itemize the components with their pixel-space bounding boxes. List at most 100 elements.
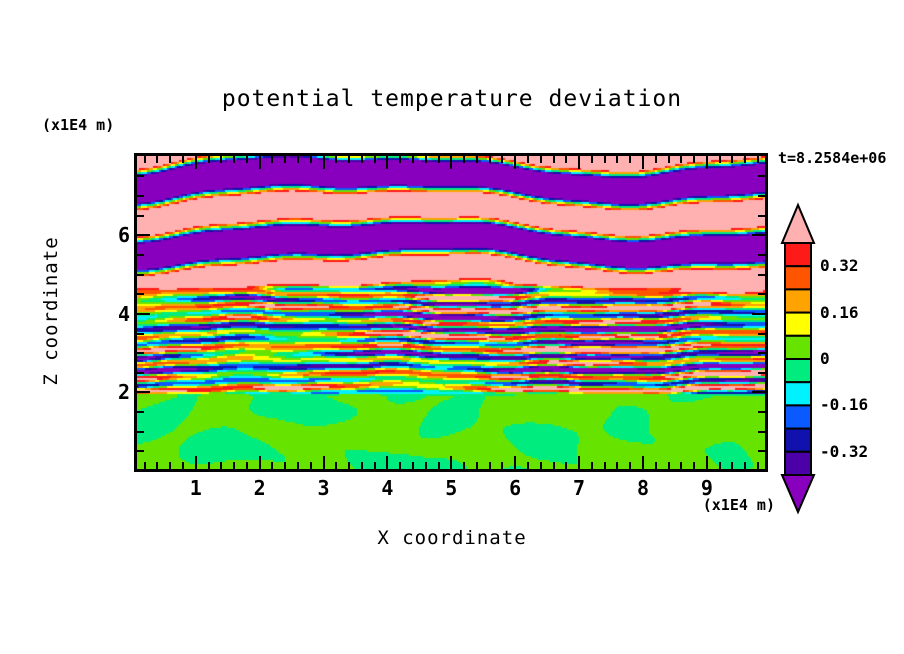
tick-mark	[137, 175, 144, 177]
tick-mark	[642, 156, 644, 169]
tick-mark	[757, 156, 759, 163]
tick-mark	[425, 156, 427, 163]
tick-mark	[137, 411, 144, 413]
tick-mark	[156, 462, 158, 469]
tick-mark	[137, 234, 150, 236]
colorbar-cell	[784, 450, 812, 477]
tick-mark	[195, 456, 197, 469]
tick-mark	[182, 156, 184, 163]
tick-mark	[693, 156, 695, 163]
tick-mark	[182, 462, 184, 469]
tick-mark	[655, 462, 657, 469]
tick-mark	[246, 156, 248, 163]
tick-mark	[137, 195, 144, 197]
colorbar-cell	[784, 427, 812, 453]
y-tick-label: 6	[117, 223, 130, 248]
tick-mark	[501, 462, 503, 469]
tick-mark	[374, 156, 376, 163]
z-axis-title: Z coordinate	[40, 236, 62, 386]
tick-mark	[680, 156, 682, 163]
x-tick-label: 3	[317, 476, 330, 500]
tick-mark	[284, 462, 286, 469]
tick-mark	[233, 156, 235, 163]
tick-mark	[137, 333, 144, 335]
tick-mark	[156, 156, 158, 163]
tick-mark	[758, 450, 765, 452]
tick-mark	[540, 462, 542, 469]
tick-mark	[463, 156, 465, 163]
tick-mark	[348, 462, 350, 469]
tick-mark	[693, 462, 695, 469]
tick-mark	[604, 462, 606, 469]
tick-mark	[438, 156, 440, 163]
x-tick-label: 4	[381, 476, 394, 500]
tick-mark	[604, 156, 606, 163]
z-axis-units-label: (x1E4 m)	[42, 116, 115, 134]
tick-mark	[616, 462, 618, 469]
tick-mark	[591, 156, 593, 163]
tick-mark	[323, 456, 325, 469]
tick-mark	[412, 156, 414, 163]
tick-mark	[399, 156, 401, 163]
x-axis-title: X coordinate	[377, 527, 527, 549]
tick-mark	[501, 156, 503, 163]
tick-mark	[137, 254, 144, 256]
tick-mark	[757, 462, 759, 469]
tick-mark	[463, 462, 465, 469]
tick-mark	[591, 462, 593, 469]
tick-mark	[220, 462, 222, 469]
tick-mark	[758, 411, 765, 413]
x-tick-label: 9	[700, 476, 713, 500]
colorbar	[780, 202, 816, 515]
tick-mark	[731, 462, 733, 469]
tick-mark	[335, 156, 337, 163]
tick-mark	[744, 462, 746, 469]
tick-mark	[310, 462, 312, 469]
plot-area	[137, 156, 765, 469]
x-axis-units-label: (x1E4 m)	[702, 496, 775, 514]
plot-title: potential temperature deviation	[221, 86, 683, 112]
tick-mark	[386, 456, 388, 469]
tick-mark	[323, 156, 325, 169]
colorbar-cell	[784, 404, 812, 430]
tick-mark	[655, 156, 657, 163]
tick-mark	[752, 313, 765, 315]
tick-mark	[271, 462, 273, 469]
tick-mark	[348, 156, 350, 163]
tick-mark	[374, 462, 376, 469]
tick-mark	[706, 456, 708, 469]
y-tick-label: 4	[117, 301, 130, 326]
tick-mark	[565, 156, 567, 163]
tick-mark	[680, 462, 682, 469]
colorbar-tick-label: 0	[820, 349, 830, 368]
tick-mark	[731, 156, 733, 163]
tick-mark	[137, 431, 144, 433]
tick-mark	[259, 456, 261, 469]
tick-mark	[629, 156, 631, 163]
timestamp-label: t=8.2584e+06	[778, 149, 887, 167]
colorbar-cell	[784, 358, 812, 384]
x-tick-label: 2	[253, 476, 266, 500]
tick-mark	[668, 462, 670, 469]
tick-mark	[297, 462, 299, 469]
tick-mark	[137, 215, 144, 217]
tick-mark	[758, 293, 765, 295]
tick-mark	[450, 156, 452, 169]
tick-mark	[616, 156, 618, 163]
heatmap-canvas	[137, 156, 765, 469]
colorbar-tick-label: 0.32	[820, 256, 859, 276]
tick-mark	[752, 234, 765, 236]
tick-mark	[553, 462, 555, 469]
tick-mark	[208, 462, 210, 469]
tick-mark	[399, 462, 401, 469]
tick-mark	[489, 156, 491, 163]
colorbar-cell	[784, 381, 812, 407]
tick-mark	[553, 156, 555, 163]
tick-mark	[450, 456, 452, 469]
tick-mark	[706, 156, 708, 169]
tick-mark	[578, 156, 580, 169]
colorbar-cell	[784, 265, 812, 291]
colorbar-cell	[784, 288, 812, 314]
tick-mark	[361, 462, 363, 469]
tick-mark	[259, 156, 261, 169]
